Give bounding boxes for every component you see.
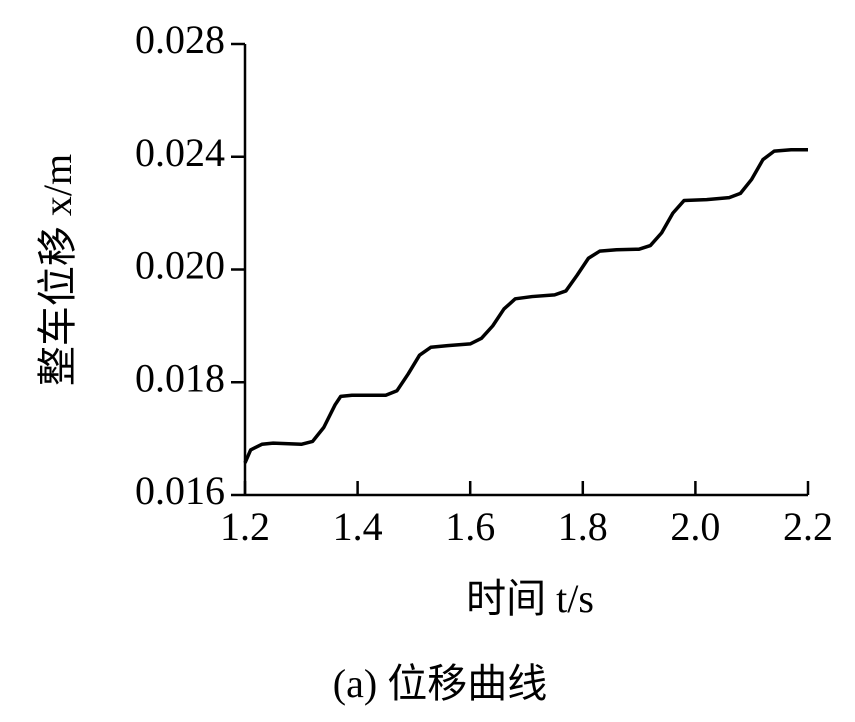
y-axis-label: 整车位移 x/m — [35, 154, 80, 386]
x-tick-label: 1.4 — [333, 504, 383, 549]
x-tick-label: 1.6 — [445, 504, 495, 549]
y-tick-label: 0.016 — [135, 468, 225, 513]
caption: (a) 位移曲线 — [333, 661, 547, 706]
x-tick-label: 2.2 — [783, 504, 833, 549]
x-axis-label: 时间 t/s — [466, 576, 594, 621]
y-tick-label: 0.020 — [135, 243, 225, 288]
x-tick-label: 1.8 — [558, 504, 608, 549]
line — [243, 147, 808, 464]
x-tick-label: 2.0 — [670, 504, 720, 549]
y-tick-label: 0.024 — [135, 130, 225, 175]
x-tick-label: 1.2 — [220, 504, 270, 549]
y-tick-label: 0.028 — [135, 17, 225, 62]
y-tick-label: 0.018 — [135, 355, 225, 400]
